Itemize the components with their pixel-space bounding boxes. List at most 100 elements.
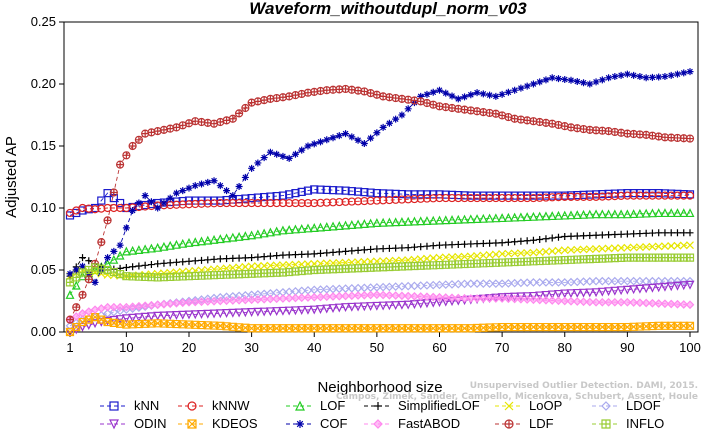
data-point [165,299,175,309]
data-point [479,193,488,203]
data-point [492,92,500,100]
data-point [561,75,569,83]
data-point [623,243,632,252]
data-point [685,191,695,200]
data-point [467,91,475,99]
data-point [234,231,244,241]
x-axis: 1 10 20 30 40 50 60 70 80 90 100 [66,332,701,355]
y-axis: 0.00 0.05 0.10 0.15 0.20 0.25 [31,14,64,339]
data-point [404,195,413,204]
data-point [516,212,526,222]
data-point [290,306,300,316]
data-point [310,198,319,208]
data-point [190,237,200,247]
legend-item-knn: kNN [100,398,159,413]
data-point [341,186,350,195]
x-tick-label: 80 [558,340,572,355]
data-point [210,255,218,263]
data-point [385,244,393,252]
legend-label: SimplifiedLOF [398,398,480,413]
data-point [247,198,256,208]
data-point [648,73,656,81]
data-point [385,282,394,292]
data-point [341,303,351,313]
data-point [140,301,150,311]
data-point [329,248,337,256]
data-point [422,194,432,203]
data-point [522,278,532,287]
data-point [146,312,156,322]
data-point [416,190,425,199]
data-point [272,294,282,304]
data-point [84,307,94,316]
data-point [216,255,224,263]
legend-marker [601,419,611,429]
data-point [71,280,81,290]
data-point [265,227,275,237]
data-point [497,279,507,288]
data-point [229,254,237,262]
data-point [178,310,188,320]
data-point [254,159,262,167]
data-point [554,289,563,299]
data-point [392,115,400,123]
data-point [384,217,394,227]
data-point [379,123,387,131]
data-point [547,211,557,221]
data-point [128,245,138,255]
data-point [84,275,93,284]
data-point [272,307,282,317]
data-point [65,278,75,287]
data-point [566,192,576,201]
data-point [360,140,368,148]
data-point [304,250,312,258]
data-point [391,195,400,204]
data-point [216,182,224,190]
data-point [291,198,300,208]
data-point [416,255,425,264]
data-point [579,192,588,201]
data-point [303,198,313,208]
data-point [686,241,694,250]
data-point [479,90,487,98]
series-line [69,71,691,284]
data-point [604,209,614,219]
data-point [279,251,287,259]
data-point [334,303,344,313]
data-point [623,276,632,286]
data-point [342,130,350,138]
data-point [317,249,325,257]
legend-marker [296,420,304,428]
legend-label: kNNW [212,398,250,413]
data-point [441,253,450,262]
data-point [228,263,237,272]
data-point [410,190,419,199]
data-point [416,216,426,226]
data-point [291,251,299,259]
data-point [304,142,312,150]
data-point [417,92,425,100]
data-point [410,281,419,291]
data-point [685,280,695,290]
data-point [566,296,576,306]
data-point [680,229,688,237]
credit-line-1: Unsupervised Outlier Detection. DAMI, 20… [470,381,698,391]
data-point [535,193,544,202]
data-point [410,291,419,301]
legend-item-inflo: INFLO [592,416,664,431]
data-point [585,288,595,298]
data-point [460,279,469,289]
data-point [635,208,645,218]
data-point [498,193,507,203]
data-point [335,197,344,207]
data-point [190,297,200,307]
data-point [655,229,663,237]
legend-marker [374,402,382,410]
data-point [222,233,232,243]
data-point [116,198,125,208]
legend-label: LDF [529,416,554,431]
data-point [273,150,281,158]
data-point [548,234,556,242]
data-point [478,294,488,303]
